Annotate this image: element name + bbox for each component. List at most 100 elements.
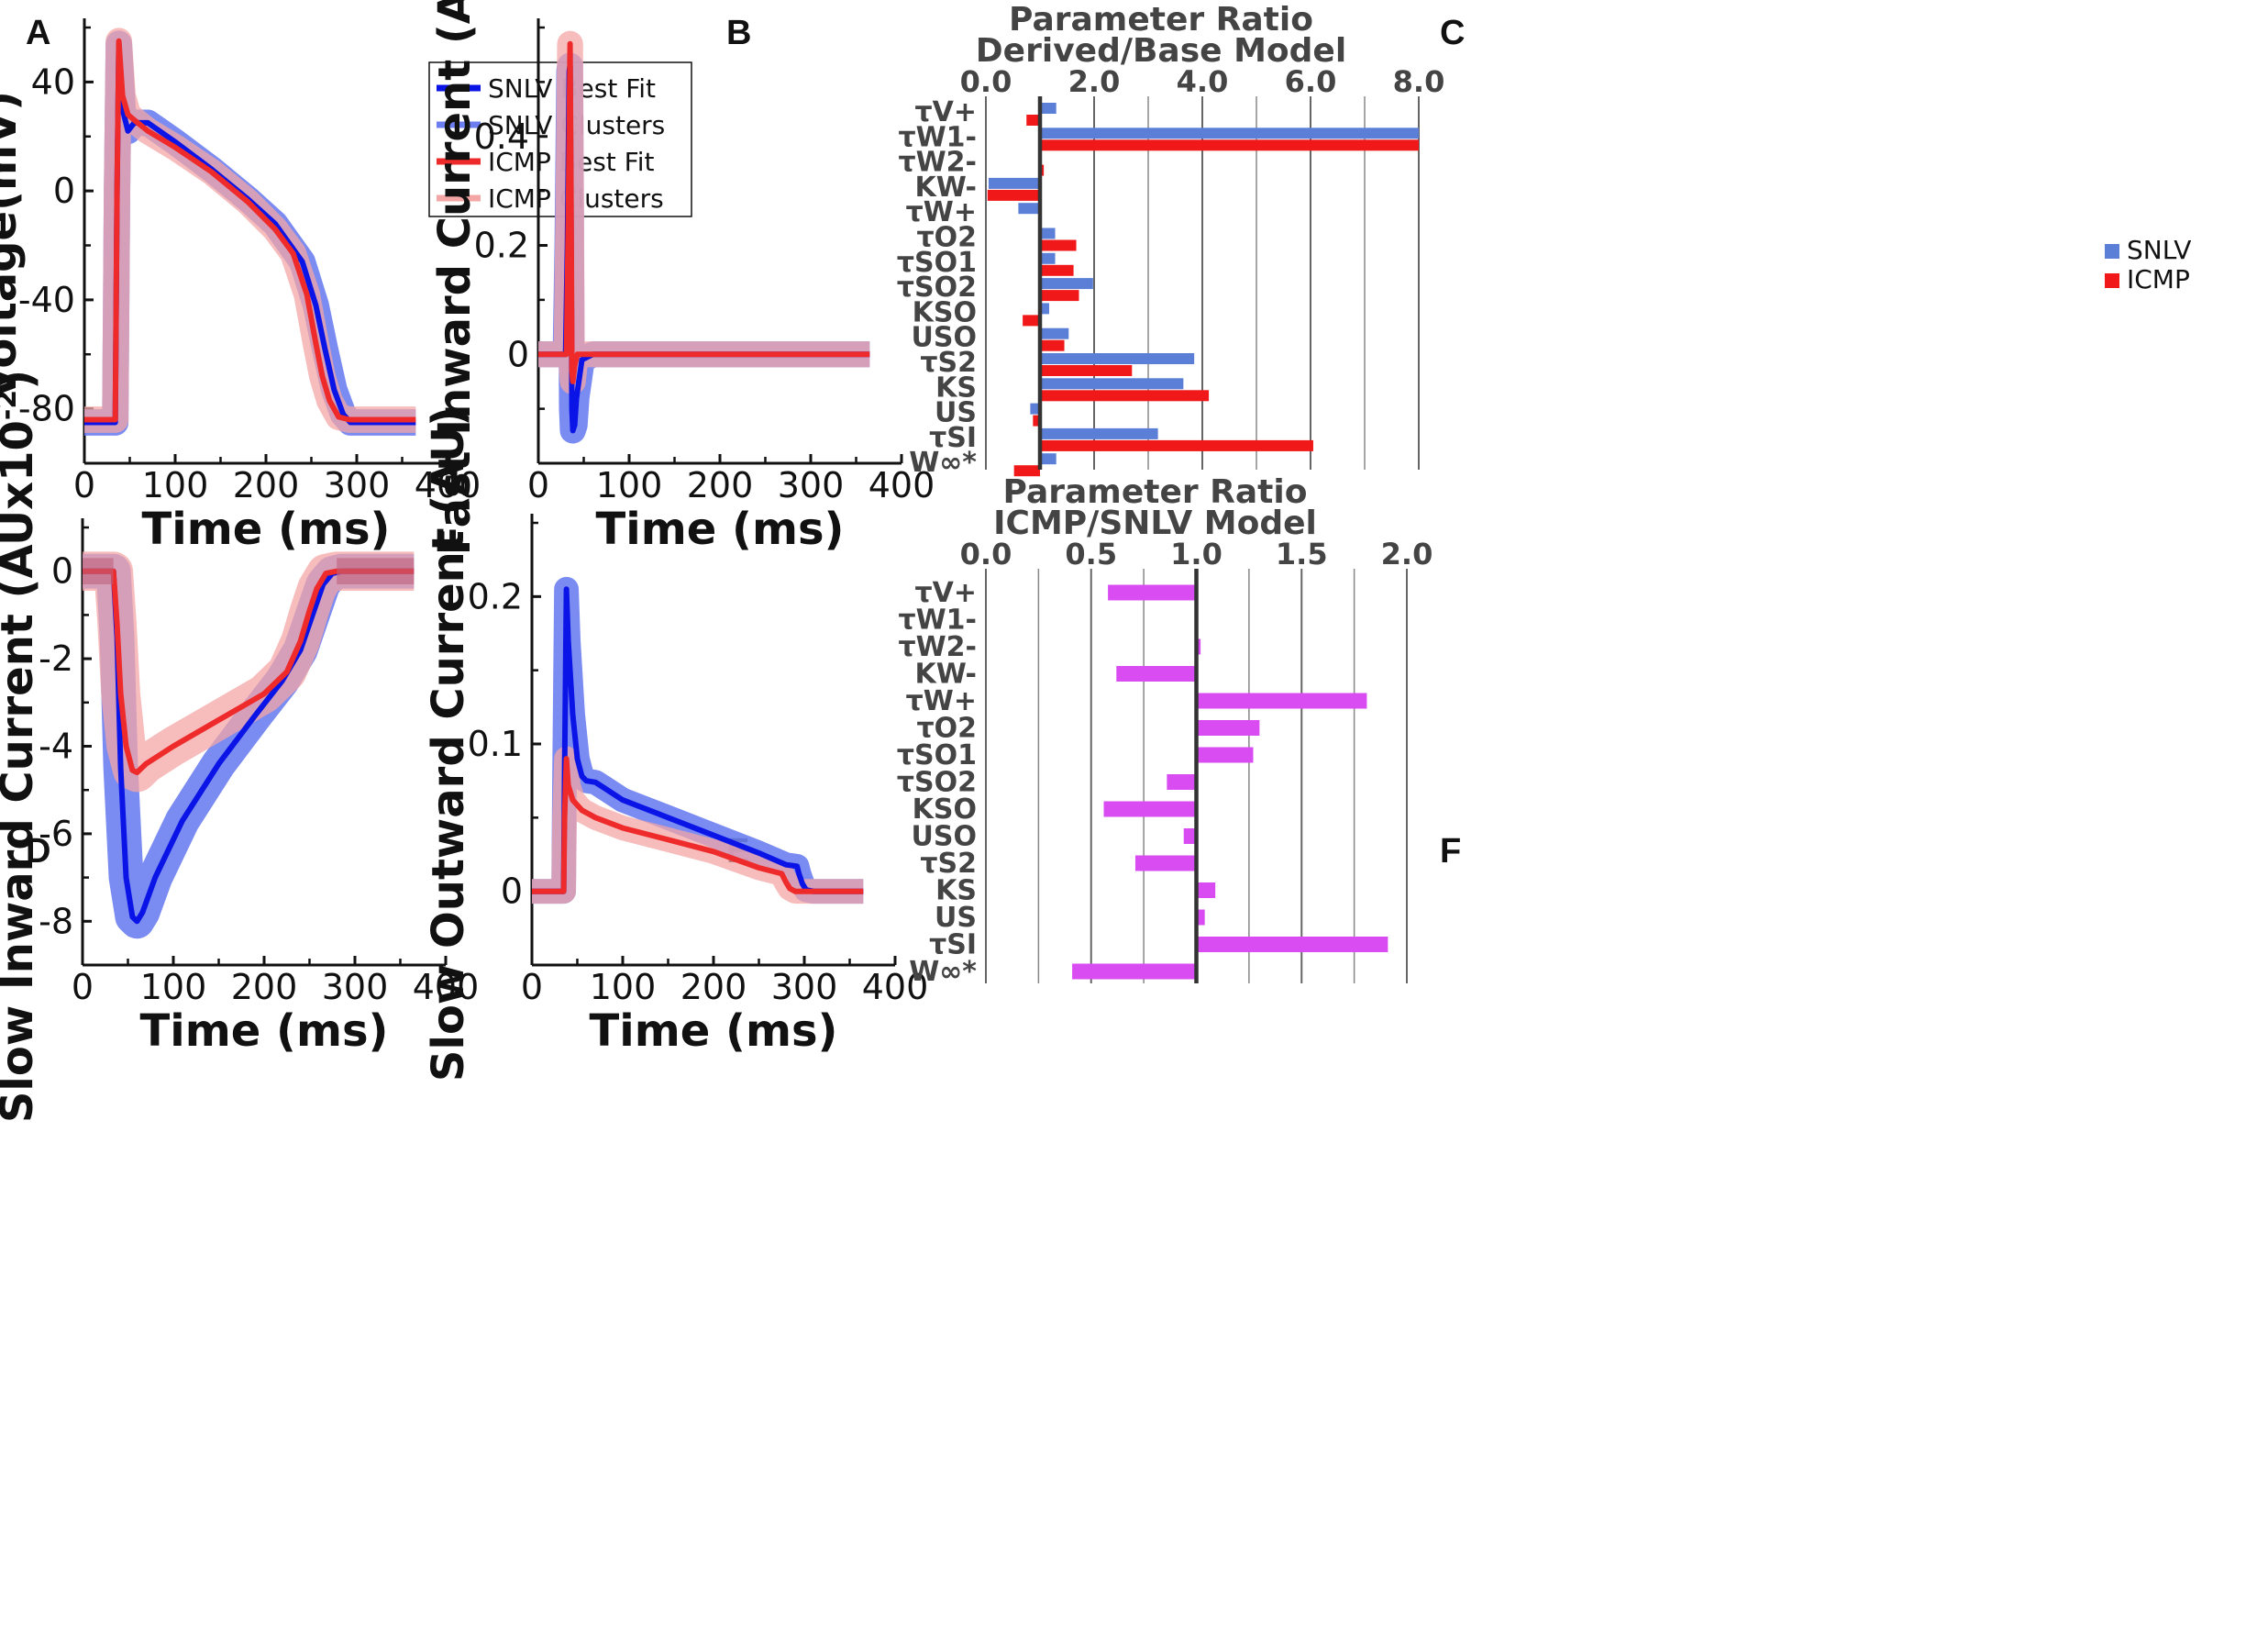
panel-b-fast-inward-chart: 0 100 200 300 400 0.4 0.2 0 Time (ms) Fast Inward… xyxy=(429,0,935,555)
y-tick-label: 0.1 xyxy=(468,724,523,764)
legend-entry: ICMP xyxy=(2127,264,2190,294)
series-best-fit-line-snlv xyxy=(83,568,415,925)
bar-icmp-snlv xyxy=(1196,747,1254,763)
x-tick-label: 2.0 xyxy=(1068,64,1121,99)
panel-d-slow-inward-chart: 0 100 200 300 400 0 -2 -4 -6 -8 Time (ms) Slow Inwa… xyxy=(0,370,479,1123)
parameter-label: USO xyxy=(912,322,977,354)
y-tick-label: -40 xyxy=(18,280,75,320)
x-tick-label: 300 xyxy=(771,967,838,1007)
parameter-label: τS2 xyxy=(920,848,977,880)
y-axis-label: Fast Inward Current (AU) xyxy=(429,0,481,555)
bar-icmp xyxy=(1023,315,1040,327)
series-best-fit-line-snlv xyxy=(532,586,864,894)
y-tick-label: -2 xyxy=(39,638,73,679)
bar-icmp-snlv xyxy=(1196,882,1216,898)
bar-snlv xyxy=(1040,378,1184,390)
parameter-label: τSO2 xyxy=(897,272,977,304)
parameter-label: τSO1 xyxy=(897,739,977,771)
tail-shaded-region xyxy=(337,558,415,585)
parameter-label: USO xyxy=(912,821,977,853)
legend-swatch xyxy=(2105,244,2119,259)
parameter-label: τV+ xyxy=(915,577,978,609)
parameter-label: τV+ xyxy=(915,96,978,128)
x-tick-label: 200 xyxy=(687,465,754,505)
parameter-label: τO2 xyxy=(916,222,977,254)
chart-title: Parameter Ratio xyxy=(1003,473,1308,511)
x-axis-label: Time (ms) xyxy=(590,1005,838,1057)
parameter-label: τSO2 xyxy=(897,767,977,799)
series-best-fit-line-icmp xyxy=(84,38,416,423)
x-tick-label: 0 xyxy=(521,967,543,1007)
bar-snlv xyxy=(1040,453,1057,465)
parameter-label: τW+ xyxy=(906,685,977,717)
parameter-label: KS xyxy=(935,372,977,404)
x-tick-label: 100 xyxy=(142,465,209,505)
y-tick-label: -6 xyxy=(39,814,73,854)
x-tick-label: 200 xyxy=(233,465,300,505)
x-tick-label: 4.0 xyxy=(1177,64,1229,99)
parameter-label: τSO1 xyxy=(897,247,977,279)
bar-icmp xyxy=(1013,465,1040,477)
chart-title: Parameter Ratio xyxy=(1009,1,1313,39)
parameter-label: KSO xyxy=(913,296,977,328)
bar-icmp-snlv xyxy=(1183,828,1197,844)
y-tick-label: 0 xyxy=(51,551,73,592)
x-tick-label: 400 xyxy=(862,967,929,1007)
x-tick-label: 0 xyxy=(73,465,95,505)
bar-icmp-snlv xyxy=(1196,638,1201,655)
y-axis-label-text: Slow Inward Current (AUx10 xyxy=(0,420,43,1123)
x-tick-label: 400 xyxy=(413,967,480,1007)
bar-icmp xyxy=(1040,390,1210,402)
x-tick-label: 200 xyxy=(231,967,298,1007)
x-tick-label: 200 xyxy=(680,967,747,1007)
bar-icmp xyxy=(1040,439,1313,451)
y-axis-label: Voltage(mV) xyxy=(0,91,27,400)
legend-entry: SNLV xyxy=(2127,235,2191,265)
bar-icmp xyxy=(1040,365,1133,376)
x-tick-label: 0 xyxy=(527,465,549,505)
x-tick-label: 0.5 xyxy=(1065,537,1117,571)
bar-snlv xyxy=(1030,403,1040,415)
bar-icmp-snlv xyxy=(1167,774,1197,790)
bar-icmp xyxy=(1033,415,1040,427)
bar-snlv xyxy=(1040,353,1195,364)
x-tick-label: 0.0 xyxy=(960,537,1012,571)
bar-icmp-snlv xyxy=(1196,693,1367,709)
bar-snlv xyxy=(1040,227,1056,239)
bar-snlv xyxy=(1040,427,1158,439)
y-tick-label: 0 xyxy=(53,171,75,211)
parameter-label: τSI xyxy=(929,422,977,454)
x-tick-label: 100 xyxy=(590,967,657,1007)
panel-letter-c: C xyxy=(1440,14,1465,52)
bar-icmp xyxy=(1040,264,1074,276)
parameter-label: KW- xyxy=(915,172,977,204)
parameter-label: τO2 xyxy=(916,713,977,745)
y-tick-label: -4 xyxy=(39,727,73,767)
x-axis-label: Time (ms) xyxy=(142,504,391,555)
bar-icmp xyxy=(1026,115,1040,126)
y-tick-label: -80 xyxy=(18,389,75,429)
y-tick-label: 0.2 xyxy=(468,576,523,616)
x-tick-label: 1.0 xyxy=(1170,537,1223,571)
bar-snlv xyxy=(1040,252,1056,264)
x-tick-label: 1.5 xyxy=(1276,537,1328,571)
y-axis-label-superscript: -2 xyxy=(0,390,23,420)
y-tick-label: 0 xyxy=(507,334,529,374)
panel-letter-b: B xyxy=(726,14,751,52)
y-axis-label-close: ) xyxy=(0,370,43,390)
y-tick-label: -8 xyxy=(39,901,73,941)
parameter-label: τW+ xyxy=(906,196,977,228)
y-tick-label: 40 xyxy=(31,61,75,102)
series-best-fit-line-icmp xyxy=(83,568,415,776)
parameter-label: τW1- xyxy=(898,605,977,637)
parameter-label: US xyxy=(935,902,977,934)
bar-snlv xyxy=(1040,128,1419,139)
bar-snlv xyxy=(1040,278,1093,290)
x-tick-label: 300 xyxy=(778,465,845,505)
parameter-label: τW1- xyxy=(898,121,977,153)
chart-subtitle: ICMP/SNLV Model xyxy=(993,505,1317,542)
parameter-label: US xyxy=(935,397,977,429)
series-best-fit-line-icmp xyxy=(538,40,870,384)
